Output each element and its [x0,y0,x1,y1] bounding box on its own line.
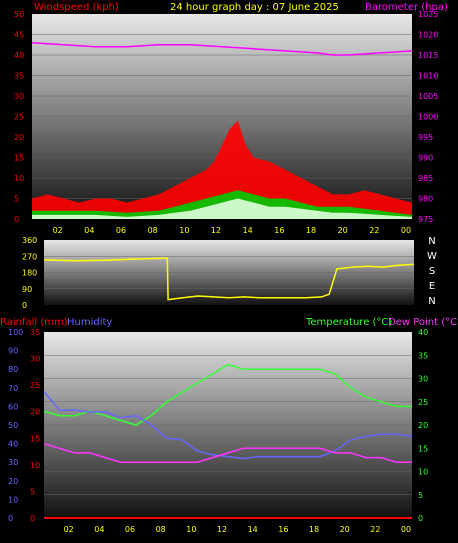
rainfall-tick-label: 25 [30,381,40,390]
windspeed-tick-label: 45 [14,31,24,40]
temperature-tick-label: 15 [418,444,428,453]
direction-tick-label: 0 [22,301,27,310]
temperature-tick-label: 5 [418,491,423,500]
barometer-tick-label: 1025 [418,10,438,19]
compass-label: W [427,251,437,262]
hour-tick-label: 08 [156,525,166,534]
temperature-tick-label: 25 [418,398,428,407]
windspeed-tick-label: 30 [14,92,24,101]
hour-tick-label: 18 [309,525,319,534]
temperature-axis-label: Temperature (°C) [305,317,392,328]
hour-tick-label: 08 [148,226,158,235]
temperature-tick-label: 10 [418,468,428,477]
hour-tick-label: 22 [370,525,380,534]
wind_light-series-area [32,198,412,219]
humidity-tick-label: 10 [8,495,18,504]
humidity-tick-label: 20 [8,477,18,486]
rainfall-tick-label: 5 [30,487,35,496]
rainfall-tick-label: 10 [30,461,40,470]
compass-label: N [428,236,435,247]
humidity-tick-label: 40 [8,440,18,449]
compass-label: S [429,266,435,277]
rainfall-axis-label: Rainfall (mm) [0,317,68,328]
barometer-tick-label: 1020 [418,31,438,40]
hour-tick-label: 20 [338,226,348,235]
hour-tick-label: 10 [179,226,189,235]
hour-tick-label: 04 [84,226,94,235]
barometer-series-line [31,41,413,56]
hour-tick-label: 20 [340,525,350,534]
hour-tick-label: 02 [53,226,63,235]
humidity-tick-label: 60 [8,402,18,411]
rainfall-tick-label: 35 [30,328,40,337]
windspeed-tick-label: 15 [14,154,24,163]
barometer-tick-label: 985 [418,174,433,183]
compass-label: N [428,296,435,307]
humidity-tick-label: 100 [8,328,23,337]
windspeed-tick-label: 35 [14,72,24,81]
humidity-axis-label: Humidity [67,317,112,328]
windspeed-tick-label: 10 [14,174,24,183]
humidity-tick-label: 0 [8,514,13,523]
hour-tick-label: 16 [274,226,284,235]
hour-tick-label: 02 [64,525,74,534]
windspeed-tick-label: 5 [14,195,19,204]
temperature-series-line [43,363,412,426]
rainfall-tick-label: 15 [30,434,40,443]
humidity-tick-label: 90 [8,347,18,356]
windspeed-tick-label: 25 [14,113,24,122]
barometer-tick-label: 1010 [418,72,438,81]
hour-tick-label: 04 [94,525,104,534]
hour-tick-label: 14 [248,525,258,534]
direction-tick-label: 90 [22,285,32,294]
rainfall-tick-label: 0 [30,514,35,523]
temperature-tick-label: 0 [418,514,423,523]
hour-tick-label: 00 [401,525,411,534]
humidity-tick-label: 30 [8,458,18,467]
barometer-tick-label: 1000 [418,113,438,122]
chart-title: 24 hour graph day : 07 June 2025 [170,2,339,13]
hour-tick-label: 12 [217,525,227,534]
barometer-tick-label: 980 [418,195,433,204]
barometer-tick-label: 1015 [418,51,438,60]
direction-tick-label: 270 [22,252,37,261]
barometer-axis-label: Barometer (hpa) [365,2,448,13]
dewpoint-axis-label: Dew Point (°C) [388,317,458,328]
windspeed-tick-label: 20 [14,133,24,142]
humidity-tick-label: 80 [8,365,18,374]
compass-label: E [429,281,435,292]
barometer-tick-label: 975 [418,215,433,224]
hour-tick-label: 12 [211,226,221,235]
temperature-tick-label: 30 [418,375,428,384]
hour-tick-label: 14 [243,226,253,235]
humidity-tick-label: 70 [8,384,18,393]
windspeed-axis-label: Windspeed (kph) [34,2,119,13]
dewpoint-series-line [43,442,412,463]
rainfall-tick-label: 20 [30,408,40,417]
temperature-tick-label: 35 [418,351,428,360]
direction-tick-label: 360 [22,236,37,245]
gust-series-area [32,120,412,219]
barometer-tick-label: 1005 [418,92,438,101]
hour-tick-label: 00 [401,226,411,235]
barometer-tick-label: 990 [418,154,433,163]
hour-tick-label: 06 [125,525,135,534]
windspeed-tick-label: 50 [14,10,24,19]
humidity-series-line [43,391,413,460]
hour-tick-label: 18 [306,226,316,235]
direction-tick-label: 180 [22,269,37,278]
temperature-tick-label: 20 [418,421,428,430]
hour-tick-label: 22 [369,226,379,235]
rainfall-tick-label: 30 [30,355,40,364]
hour-tick-label: 06 [116,226,126,235]
hour-tick-label: 10 [186,525,196,534]
windspeed-tick-label: 0 [14,215,19,224]
direction-series-line [43,257,415,301]
humidity-tick-label: 50 [8,421,18,430]
hour-tick-label: 16 [278,525,288,534]
barometer-tick-label: 995 [418,133,433,142]
windspeed-tick-label: 40 [14,51,24,60]
temperature-tick-label: 40 [418,328,428,337]
